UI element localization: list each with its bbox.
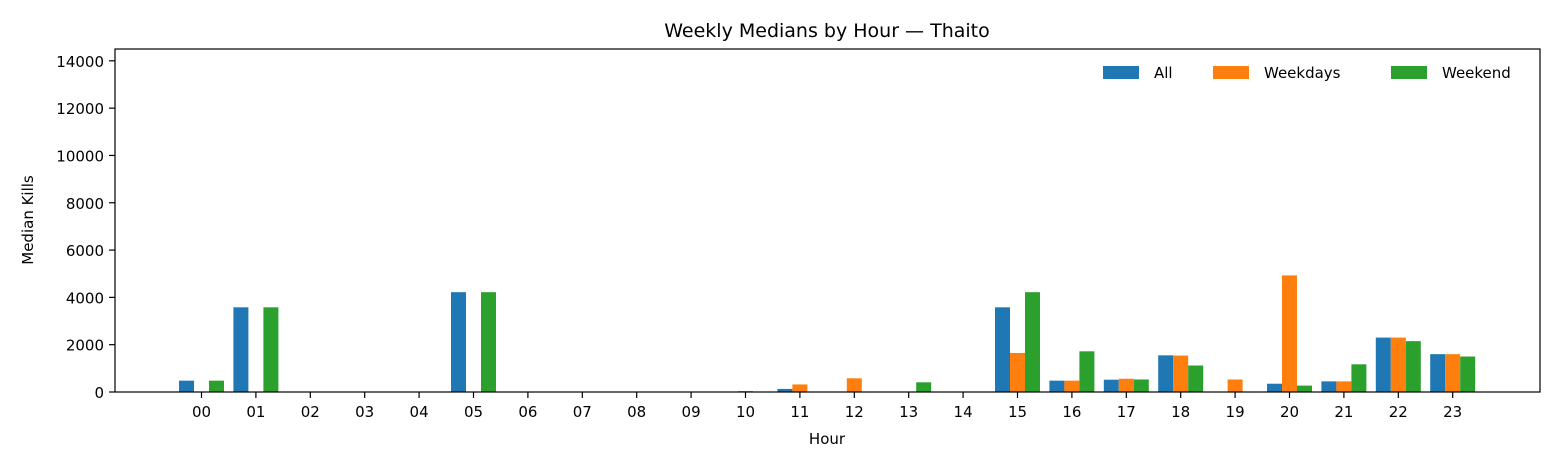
x-tick-label: 18 — [1171, 403, 1190, 421]
bar-weekend-20 — [1297, 385, 1312, 392]
x-tick-label: 14 — [954, 403, 973, 421]
x-tick-label: 15 — [1008, 403, 1027, 421]
x-tick-label: 16 — [1062, 403, 1081, 421]
bar-weekdays-18 — [1173, 355, 1189, 392]
bar-all-16 — [1049, 380, 1065, 392]
x-tick-label: 21 — [1334, 403, 1353, 421]
y-tick-label: 4000 — [66, 289, 104, 307]
x-tick-label: 03 — [355, 403, 374, 421]
legend-label-weekend: Weekend — [1442, 64, 1511, 82]
x-tick-label: 09 — [682, 403, 701, 421]
bar-weekdays-11 — [792, 384, 808, 392]
bar-all-15 — [995, 307, 1010, 392]
x-axis-label: Hour — [809, 430, 846, 448]
bar-weekend-16 — [1079, 351, 1095, 392]
bar-weekdays-16 — [1064, 380, 1080, 392]
legend-swatch-weekend — [1391, 66, 1427, 79]
bar-all-18 — [1158, 355, 1174, 392]
x-tick-label: 17 — [1117, 403, 1136, 421]
bar-weekend-23 — [1460, 356, 1476, 392]
bar-weekend-21 — [1351, 364, 1367, 392]
legend-swatch-weekdays — [1213, 66, 1249, 79]
y-tick-label: 0 — [94, 384, 104, 402]
plot-frame — [114, 48, 1541, 393]
bar-weekend-05 — [481, 292, 496, 392]
bar-all-11 — [777, 388, 793, 392]
x-tick-label: 02 — [301, 403, 320, 421]
y-axis: 0 2000 4000 6000 8000 10000 12000 14000 — [56, 53, 115, 402]
bar-weekend-13 — [916, 382, 932, 392]
x-tick-label: 12 — [845, 403, 864, 421]
x-tick-label: 13 — [899, 403, 918, 421]
y-axis-label: Median Kills — [19, 175, 37, 265]
y-tick-label: 14000 — [56, 53, 104, 71]
bar-weekdays-17 — [1118, 378, 1134, 392]
bar-weekdays-23 — [1445, 354, 1461, 392]
x-tick-label: 20 — [1280, 403, 1299, 421]
y-tick-label: 8000 — [66, 195, 104, 213]
bar-weekdays-19 — [1227, 379, 1243, 392]
chart-title: Weekly Medians by Hour — Thaito — [664, 20, 990, 42]
bar-all-17 — [1103, 379, 1119, 392]
y-tick-label: 2000 — [66, 337, 104, 355]
bar-weekdays-15 — [1010, 352, 1025, 392]
bar-all-23 — [1430, 354, 1446, 392]
x-tick-label: 04 — [410, 403, 429, 421]
x-tick-label: 05 — [464, 403, 483, 421]
bar-all-00 — [179, 380, 194, 392]
x-tick-label: 11 — [790, 403, 809, 421]
bar-all-05 — [451, 292, 466, 392]
y-tick-label: 10000 — [56, 147, 104, 165]
x-tick-label: 07 — [573, 403, 592, 421]
x-tick-label: 10 — [736, 403, 755, 421]
bar-weekdays-12 — [846, 378, 862, 392]
x-tick-label: 00 — [192, 403, 211, 421]
bar-all-22 — [1375, 337, 1391, 392]
bar-weekend-18 — [1188, 365, 1204, 392]
legend-swatch-all — [1103, 66, 1139, 79]
x-tick-label: 01 — [246, 403, 265, 421]
bar-all-01 — [233, 307, 249, 392]
x-tick-label: 06 — [518, 403, 537, 421]
bar-weekend-00 — [209, 380, 224, 392]
bar-all-20 — [1267, 383, 1282, 392]
x-tick-label: 22 — [1389, 403, 1408, 421]
bars-group — [179, 275, 1476, 392]
bar-weekend-15 — [1025, 292, 1040, 392]
x-tick-label: 08 — [627, 403, 646, 421]
bar-weekdays-20 — [1282, 275, 1297, 392]
bar-weekdays-22 — [1390, 337, 1406, 392]
bar-weekend-01 — [263, 307, 279, 392]
x-tick-label: 19 — [1226, 403, 1245, 421]
legend-label-all: All — [1154, 64, 1173, 82]
x-axis: 00 01 02 03 04 05 06 07 08 09 10 11 12 13 14 15 16 17 18 19… — [192, 392, 1462, 421]
x-tick-label: 23 — [1443, 403, 1462, 421]
y-tick-label: 12000 — [56, 100, 104, 118]
legend: All Weekdays Weekend — [1103, 64, 1511, 82]
legend-label-weekdays: Weekdays — [1264, 64, 1341, 82]
bar-weekend-17 — [1133, 379, 1149, 392]
bar-all-21 — [1321, 381, 1337, 392]
bar-weekdays-21 — [1336, 381, 1352, 392]
y-tick-label: 6000 — [66, 242, 104, 260]
bar-weekend-22 — [1405, 341, 1421, 392]
